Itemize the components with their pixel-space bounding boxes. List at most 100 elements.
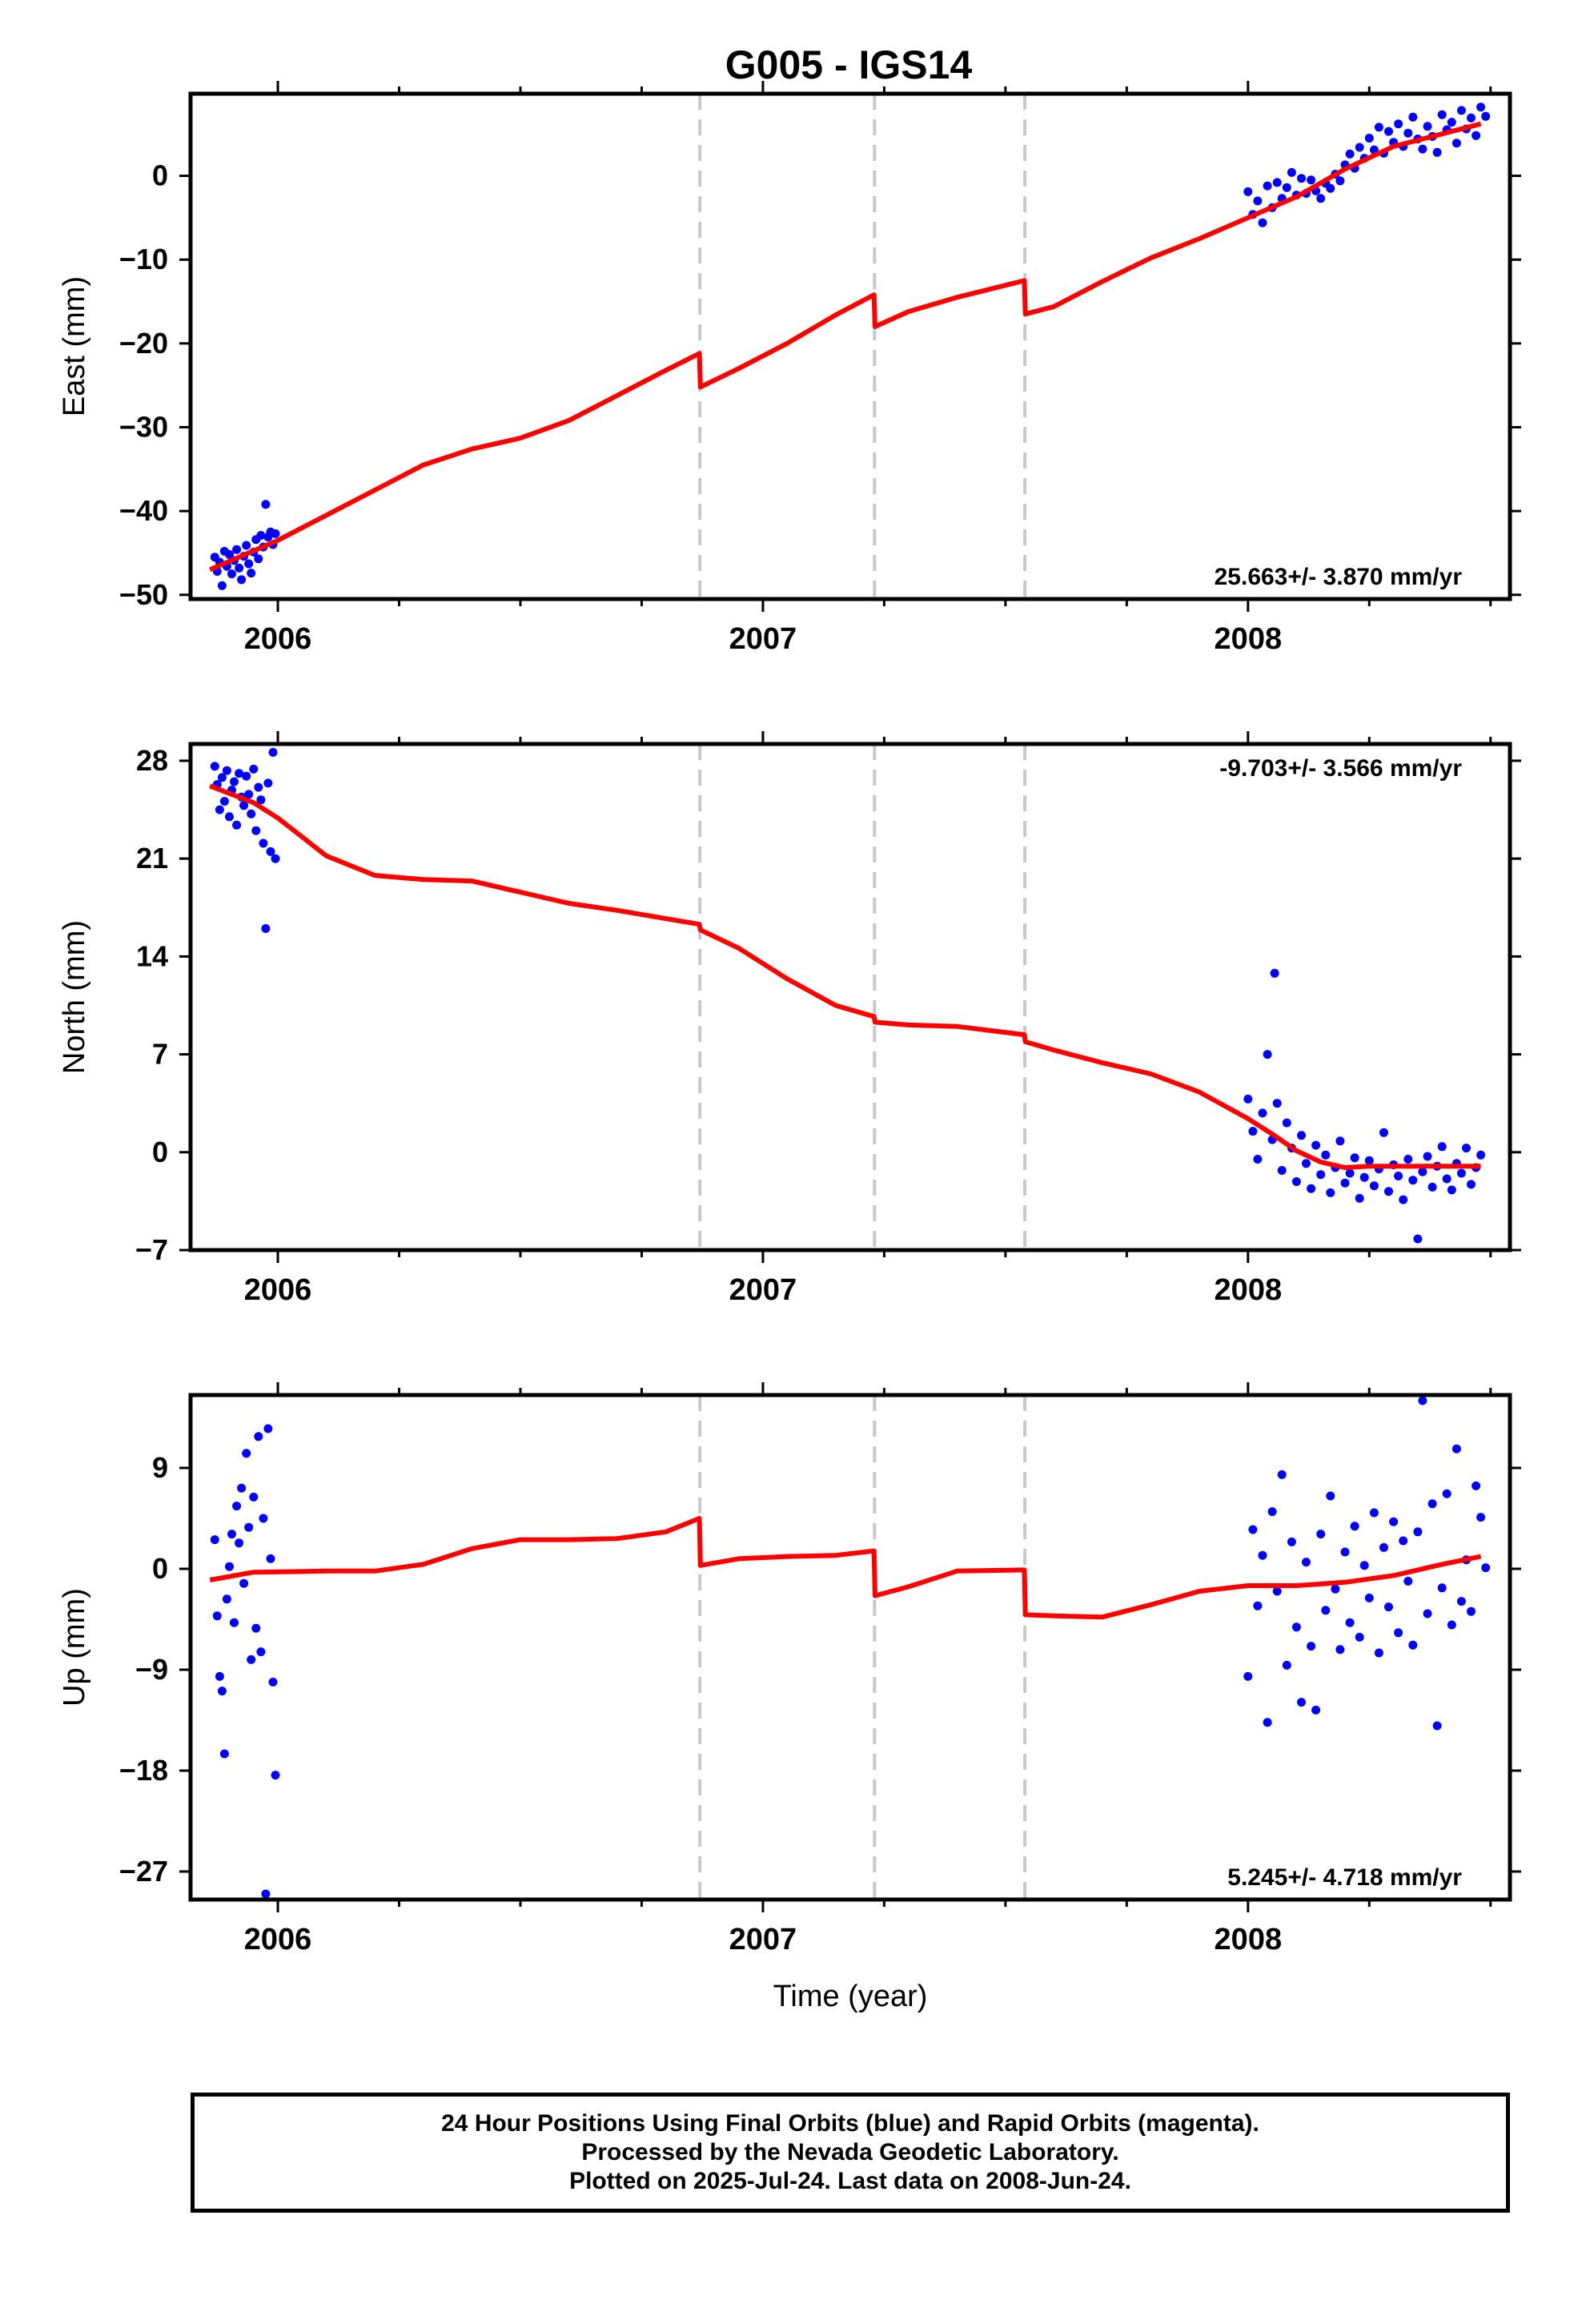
up-data-point [1272,1586,1282,1596]
north-data-point [1258,1108,1267,1118]
east-data-point [1263,181,1272,191]
up-data-point [242,1449,251,1458]
up-data-point [1399,1536,1408,1546]
north-data-point [1302,1159,1311,1168]
north-data-point [222,766,231,775]
up-data-point [1481,1563,1491,1573]
up-data-point [239,1578,249,1588]
north-data-point [1447,1185,1456,1195]
east-data-point [1456,106,1466,115]
up-data-point [219,1749,229,1759]
north-data-point [242,771,251,781]
east-data-point [1394,119,1403,129]
north-data-point [251,826,261,835]
north-data-point [1423,1152,1432,1161]
east-data-point [1384,127,1393,136]
up-data-point [1379,1542,1388,1552]
east-data-point [1467,113,1476,123]
up-data-point [1258,1550,1267,1560]
up-data-point [244,1522,254,1532]
north-data-point [1282,1118,1291,1128]
up-data-point [1413,1527,1423,1537]
east-data-point [1335,176,1345,186]
up-data-point [1287,1537,1296,1546]
east-y-tick-label: −30 [119,410,168,443]
up-data-point [1277,1470,1287,1479]
north-data-point [219,797,229,806]
east-data-point [1282,183,1291,192]
up-data-point [1432,1721,1442,1731]
up-data-point [1476,1513,1486,1522]
north-data-point [235,769,244,778]
up-x-tick-label: 2008 [1215,1923,1283,1956]
up-data-point [1408,1640,1418,1650]
up-x-tick-label: 2006 [244,1923,312,1956]
up-data-point [1447,1620,1456,1630]
up-data-point [237,1483,247,1493]
up-data-point [230,1618,239,1627]
east-data-point [237,575,247,585]
north-data-point [1291,1177,1301,1186]
north-rate-label: -9.703+/- 3.566 mm/yr [1219,755,1462,782]
up-data-point [1291,1622,1301,1632]
east-x-tick-label: 2006 [244,622,312,656]
north-data-point [254,782,263,792]
north-y-axis-label: North (mm) [58,920,91,1074]
north-data-point [1408,1176,1418,1185]
up-data-point [232,1502,242,1511]
up-data-point [1302,1558,1311,1567]
up-y-tick-label: 9 [152,1451,168,1484]
up-data-point [215,1671,224,1681]
east-data-point [1297,174,1306,183]
up-data-point [1326,1491,1335,1501]
up-data-point [1345,1618,1355,1627]
north-data-point [1243,1094,1253,1104]
north-data-point [1277,1166,1287,1175]
up-data-point [263,1424,273,1433]
up-data-point [1243,1671,1253,1681]
up-data-point [212,1611,222,1621]
north-data-point [1335,1136,1345,1146]
north-data-point [1437,1142,1447,1152]
north-data-point [1270,968,1279,978]
caption-line-3: Plotted on 2025-Jul-24. Last data on 200… [569,2168,1131,2194]
up-data-point [1467,1606,1476,1616]
north-data-point [1462,1144,1471,1153]
up-data-point [247,1655,256,1664]
east-data-point [1472,131,1481,140]
east-data-point [1272,178,1282,187]
chart-panels: −50 −40 −30 −20 −10 0 2006 2007 2008 East (mm) 25.… [58,81,1521,1956]
up-data-point [1263,1718,1272,1727]
north-y-tick-label: 0 [152,1136,168,1168]
north-data-point [256,795,266,805]
up-data-point [1307,1642,1316,1651]
north-data-point [230,777,239,786]
up-data-point [1321,1606,1331,1615]
east-data-point [1403,128,1413,138]
north-data-point [1311,1140,1321,1150]
up-y-tick-label: 0 [152,1552,168,1585]
north-y-tick-label: 21 [136,842,168,875]
north-data-point [1321,1150,1331,1160]
caption-line-2: Processed by the Nevada Geodetic Laborat… [581,2139,1119,2165]
north-data-point [1413,1234,1423,1244]
up-data-point [1335,1645,1345,1655]
north-data-point [1403,1155,1413,1164]
up-y-axis-label: Up (mm) [58,1588,91,1707]
east-data-point [1447,118,1456,127]
east-data-point [1243,187,1253,196]
north-data-point [1326,1188,1335,1197]
up-data-point [1359,1561,1369,1570]
north-y-tick-label: 7 [152,1038,168,1071]
east-data-point [1481,111,1491,121]
up-data-point [1369,1508,1379,1518]
up-data-point [266,1554,275,1563]
east-data-point [254,554,263,564]
east-plot-frame [188,91,1512,601]
up-data-point [1350,1522,1359,1531]
east-data-point [244,559,254,569]
north-data-point [1379,1128,1388,1137]
east-data-point [232,545,242,554]
east-data-point [227,569,236,579]
